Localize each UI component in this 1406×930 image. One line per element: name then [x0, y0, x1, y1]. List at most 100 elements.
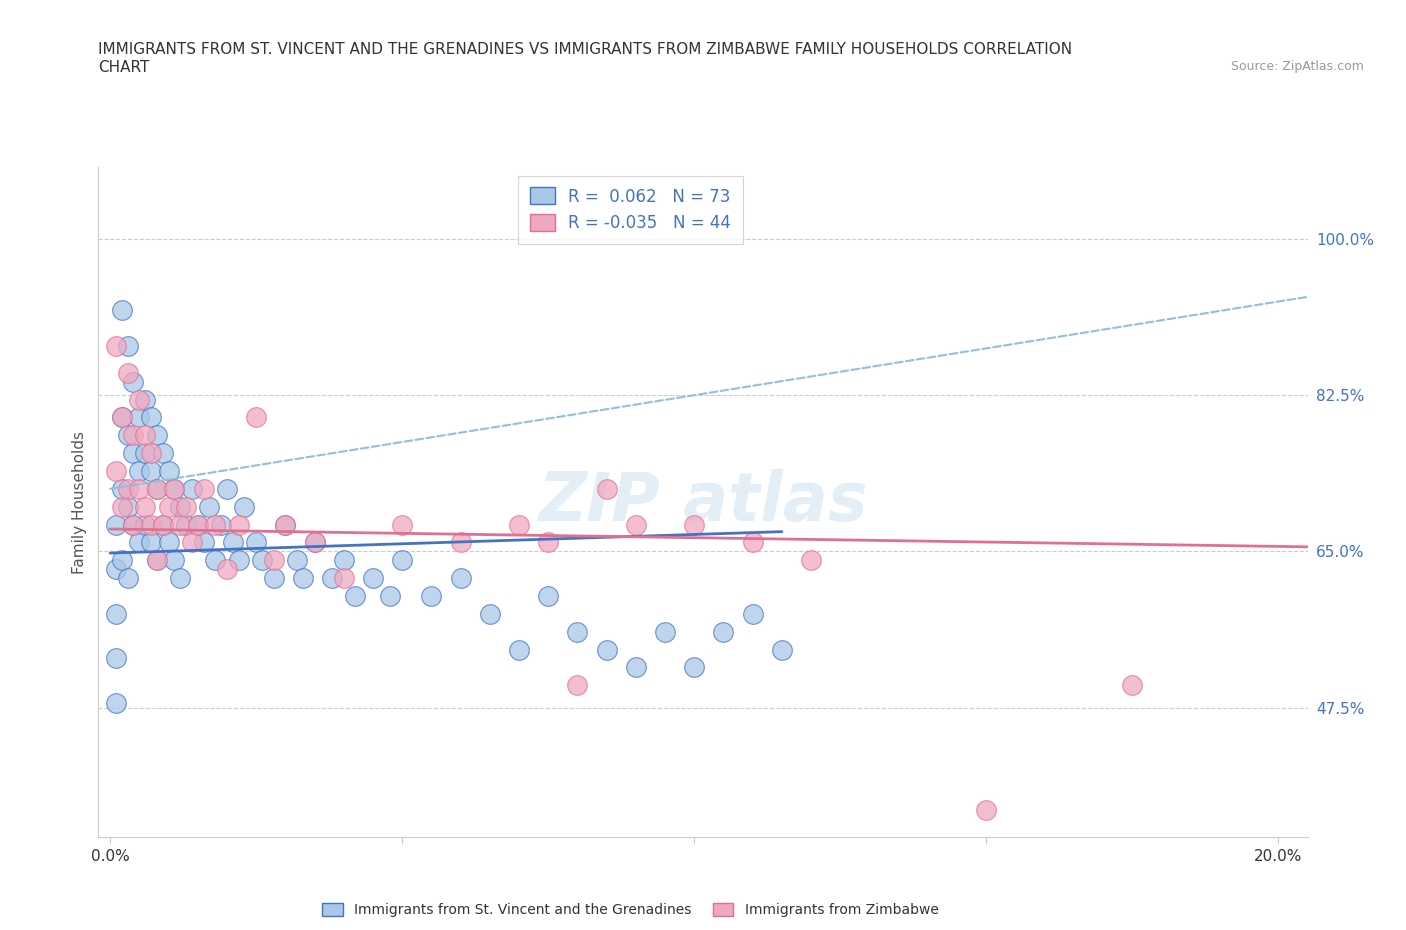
- Point: [332, 552, 354, 567]
- Point: [800, 552, 823, 567]
- Point: [174, 499, 197, 514]
- Point: [104, 696, 127, 711]
- Point: [157, 463, 180, 478]
- Point: [450, 571, 472, 586]
- Point: [104, 606, 127, 621]
- Point: [117, 571, 139, 586]
- Point: [263, 571, 285, 586]
- Point: [157, 499, 180, 514]
- Point: [134, 499, 156, 514]
- Point: [187, 517, 209, 532]
- Point: [134, 445, 156, 460]
- Point: [198, 499, 221, 514]
- Point: [117, 499, 139, 514]
- Text: ZIP atlas: ZIP atlas: [538, 470, 868, 535]
- Point: [111, 303, 134, 318]
- Point: [245, 535, 267, 550]
- Point: [139, 463, 162, 478]
- Point: [104, 562, 127, 577]
- Point: [654, 624, 676, 639]
- Point: [361, 571, 384, 586]
- Point: [624, 517, 647, 532]
- Point: [104, 463, 127, 478]
- Point: [152, 517, 174, 532]
- Point: [187, 517, 209, 532]
- Point: [157, 535, 180, 550]
- Point: [450, 535, 472, 550]
- Point: [595, 482, 617, 497]
- Point: [624, 660, 647, 675]
- Point: [180, 535, 202, 550]
- Point: [146, 552, 169, 567]
- Point: [741, 606, 763, 621]
- Point: [215, 562, 238, 577]
- Point: [146, 552, 169, 567]
- Point: [204, 552, 226, 567]
- Point: [508, 517, 530, 532]
- Point: [304, 535, 326, 550]
- Point: [104, 517, 127, 532]
- Point: [111, 410, 134, 425]
- Point: [146, 482, 169, 497]
- Point: [285, 552, 308, 567]
- Point: [595, 642, 617, 657]
- Point: [128, 392, 150, 407]
- Point: [391, 517, 413, 532]
- Point: [741, 535, 763, 550]
- Point: [263, 552, 285, 567]
- Y-axis label: Family Households: Family Households: [72, 431, 87, 574]
- Point: [169, 571, 191, 586]
- Point: [128, 482, 150, 497]
- Point: [250, 552, 273, 567]
- Point: [122, 374, 145, 389]
- Text: IMMIGRANTS FROM ST. VINCENT AND THE GRENADINES VS IMMIGRANTS FROM ZIMBABWE FAMIL: IMMIGRANTS FROM ST. VINCENT AND THE GREN…: [98, 42, 1073, 57]
- Point: [117, 339, 139, 353]
- Point: [122, 517, 145, 532]
- Point: [111, 552, 134, 567]
- Point: [111, 499, 134, 514]
- Point: [146, 428, 169, 443]
- Point: [537, 535, 560, 550]
- Point: [163, 482, 186, 497]
- Point: [332, 571, 354, 586]
- Point: [508, 642, 530, 657]
- Point: [567, 624, 589, 639]
- Point: [1121, 678, 1143, 693]
- Point: [420, 589, 443, 604]
- Point: [174, 517, 197, 532]
- Point: [193, 482, 215, 497]
- Point: [139, 535, 162, 550]
- Point: [122, 428, 145, 443]
- Point: [134, 392, 156, 407]
- Point: [122, 517, 145, 532]
- Text: Source: ZipAtlas.com: Source: ZipAtlas.com: [1230, 60, 1364, 73]
- Point: [304, 535, 326, 550]
- Point: [111, 482, 134, 497]
- Point: [146, 482, 169, 497]
- Point: [139, 517, 162, 532]
- Point: [222, 535, 245, 550]
- Point: [128, 410, 150, 425]
- Point: [134, 517, 156, 532]
- Point: [380, 589, 402, 604]
- Point: [291, 571, 314, 586]
- Point: [139, 410, 162, 425]
- Point: [117, 365, 139, 380]
- Point: [567, 678, 589, 693]
- Point: [128, 463, 150, 478]
- Point: [111, 410, 134, 425]
- Point: [274, 517, 297, 532]
- Point: [193, 535, 215, 550]
- Point: [152, 517, 174, 532]
- Point: [169, 499, 191, 514]
- Point: [117, 482, 139, 497]
- Point: [683, 660, 706, 675]
- Point: [215, 482, 238, 497]
- Point: [209, 517, 232, 532]
- Point: [163, 482, 186, 497]
- Point: [713, 624, 735, 639]
- Point: [163, 552, 186, 567]
- Point: [391, 552, 413, 567]
- Point: [152, 445, 174, 460]
- Point: [169, 517, 191, 532]
